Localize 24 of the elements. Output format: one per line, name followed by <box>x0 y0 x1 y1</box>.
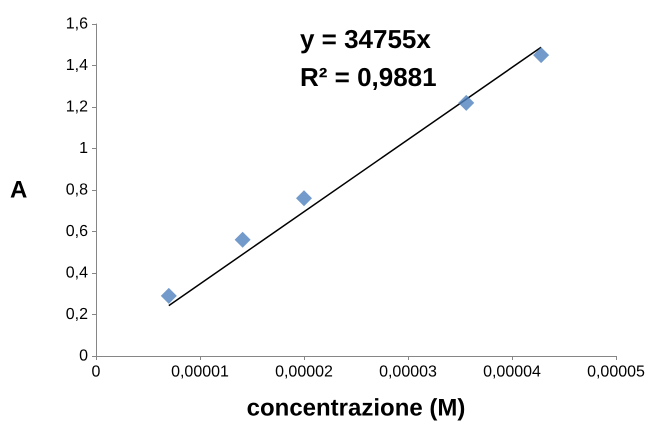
x-tick-label: 0 <box>92 364 101 380</box>
x-tick-label: 0,00002 <box>275 364 334 380</box>
y-tick-label: 1,6 <box>66 16 88 32</box>
point <box>160 288 177 304</box>
point <box>533 47 550 64</box>
x-axis-title: concentrazione (M) <box>246 394 466 422</box>
y-tick-label: 0,4 <box>66 264 88 282</box>
y-tick-label: 1,4 <box>66 57 88 74</box>
x-tick-label: 0,00003 <box>379 364 438 380</box>
annotation: R² = 0,9881 <box>300 62 437 92</box>
y-tick-label: 0,2 <box>66 306 88 323</box>
point <box>296 190 312 206</box>
y-tick-label: 1 <box>79 140 88 157</box>
point <box>234 232 251 248</box>
point <box>458 94 474 111</box>
y-axis-title: A <box>10 176 28 204</box>
x-tick-label: 0,00001 <box>171 364 230 380</box>
y-tick-label: 1,2 <box>66 98 88 116</box>
y-tick-label: 0,8 <box>66 182 88 198</box>
x-tick-label: 0,00004 <box>483 364 542 380</box>
y-tick-label: 0,6 <box>66 223 88 240</box>
y-tick-label: 0 <box>79 348 88 364</box>
x-tick-label: 0,00005 <box>587 364 646 380</box>
annotation: y = 34755x <box>300 24 432 54</box>
